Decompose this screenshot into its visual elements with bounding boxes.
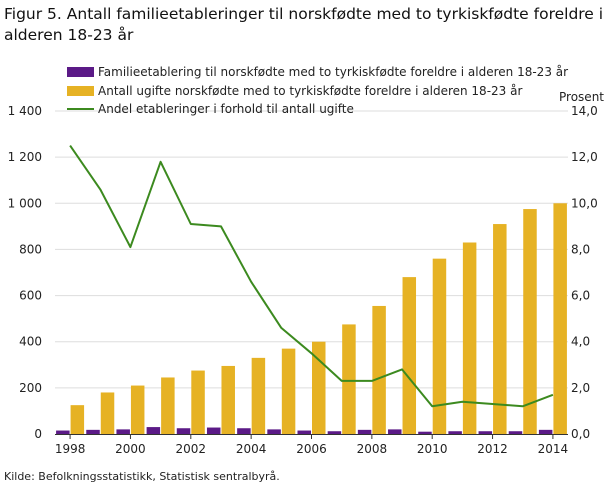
bars: [56, 203, 567, 434]
bar-ugifte: [432, 258, 447, 434]
bar-familieetablering: [56, 430, 70, 434]
bar-ugifte: [493, 224, 507, 434]
x-tick-label: 2000: [115, 442, 146, 456]
x-tick-label: 2006: [296, 442, 327, 456]
bar-ugifte: [100, 392, 115, 434]
x-tick-label: 2012: [477, 442, 508, 456]
y-tick-label-right: 14,0: [571, 104, 598, 118]
y-tick-label-left: 400: [19, 335, 42, 349]
bar-ugifte: [402, 277, 417, 434]
chart-title: Figur 5. Antall familieetableringer til …: [4, 5, 604, 44]
legend-andel: Andel etableringer i forhold til antall …: [67, 102, 354, 116]
bar-ugifte: [553, 203, 567, 434]
bar-ugifte: [372, 305, 386, 434]
y-tick-label-right: 6,0: [571, 289, 590, 303]
x-tick-label: 2002: [176, 442, 207, 456]
bar-familieetablering: [237, 428, 251, 434]
legend-ugifte: Antall ugifte norskfødte med to tyrkiskf…: [67, 84, 522, 98]
bar-ugifte: [130, 385, 145, 434]
bar-familieetablering: [176, 428, 191, 434]
bar-ugifte: [70, 405, 85, 434]
bar-familieetablering: [116, 429, 130, 434]
legend: Familieetablering til norskfødte med to …: [67, 65, 568, 116]
legend-swatch: [67, 86, 94, 96]
bar-ugifte: [191, 370, 205, 434]
bar-familieetablering: [508, 431, 523, 434]
bar-familieetablering: [418, 431, 432, 434]
y-tick-label-right: 4,0: [571, 335, 590, 349]
y-tick-label-right: 0,0: [571, 427, 590, 441]
y-tick-label-right: 2,0: [571, 381, 590, 395]
y-tick-label-left: 0: [34, 427, 42, 441]
x-tick-label: 2008: [357, 442, 388, 456]
legend-label: Antall ugifte norskfødte med to tyrkiskf…: [98, 84, 522, 98]
bar-ugifte: [251, 357, 266, 434]
bar-ugifte: [462, 242, 477, 434]
legend-label: Andel etableringer i forhold til antall …: [98, 102, 354, 116]
bar-ugifte: [281, 348, 296, 434]
y-tick-label-right: 8,0: [571, 242, 590, 256]
bar-familieetablering: [267, 429, 281, 434]
y-tick-label-left: 600: [19, 289, 42, 303]
bar-familieetablering: [357, 429, 372, 434]
line-andel-etableringer: [69, 145, 554, 408]
source-note: Kilde: Befolkningsstatistikk, Statistisk…: [4, 470, 280, 483]
legend-label: Familieetablering til norskfødte med to …: [98, 65, 568, 79]
right-axis-title: Prosent: [559, 90, 604, 104]
bar-familieetablering: [538, 429, 553, 434]
bar-ugifte: [523, 209, 537, 434]
bar-ugifte: [161, 377, 175, 434]
y-tick-label-left: 1 400: [8, 104, 42, 118]
bar-familieetablering: [206, 427, 221, 434]
y-tick-label-right: 12,0: [571, 150, 598, 164]
bar-ugifte: [342, 324, 356, 434]
bar-ugifte: [221, 365, 235, 434]
y-tick-label-left: 1 200: [8, 150, 42, 164]
bar-familieetablering: [86, 429, 100, 434]
y-tick-label-left: 800: [19, 242, 42, 256]
y-tick-label-left: 200: [19, 381, 42, 395]
bar-familieetablering: [478, 431, 493, 434]
axes: 0 0,0 200 2,0 400 4,0 600 6,0 800 8,0 1 000 10,0 1 2…: [8, 90, 605, 456]
bar-familieetablering: [297, 430, 311, 434]
y-tick-label-left: 1 000: [8, 196, 42, 210]
gridlines: [55, 110, 568, 389]
bar-familieetablering: [448, 431, 462, 434]
legend-swatch: [67, 67, 94, 77]
x-tick-label: 1998: [55, 442, 86, 456]
legend-familieetablering: Familieetablering til norskfødte med to …: [67, 65, 568, 79]
x-tick-label: 2004: [236, 442, 267, 456]
y-tick-label-right: 10,0: [571, 196, 598, 210]
bar-familieetablering: [327, 431, 342, 434]
line-series: [69, 145, 554, 408]
bar-familieetablering: [388, 429, 402, 434]
x-tick-label: 2010: [417, 442, 448, 456]
bar-ugifte: [312, 341, 326, 434]
bar-familieetablering: [146, 427, 161, 434]
x-tick-label: 2014: [538, 442, 569, 456]
